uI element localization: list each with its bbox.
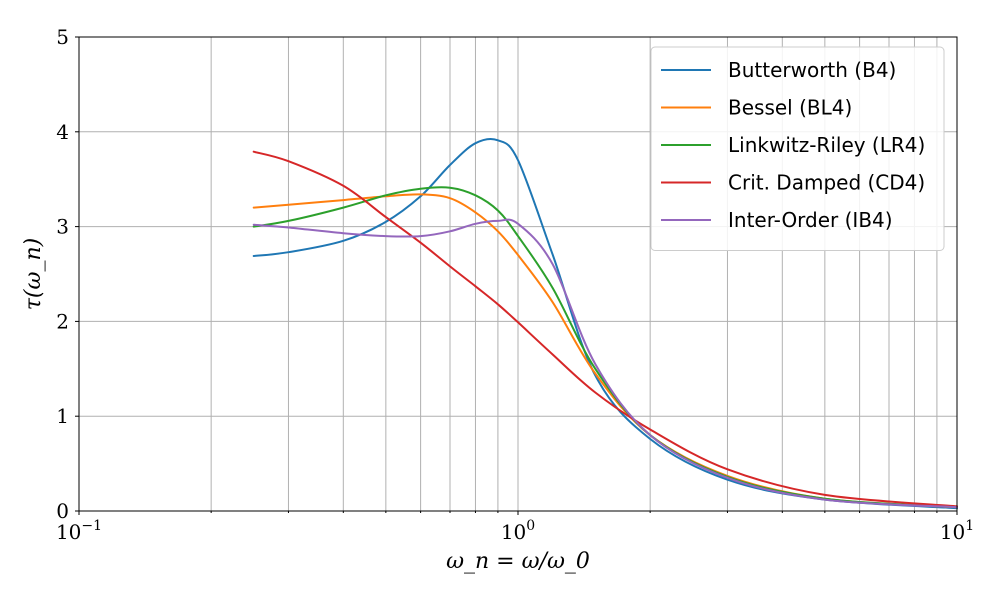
series-line-inter-order-ib4 [252, 218, 958, 509]
legend-label-butterworth-b4: Butterworth (B4) [728, 58, 896, 82]
y-tick-label: 2 [56, 309, 69, 333]
legend-box [650, 46, 945, 251]
y-tick-label: 4 [56, 120, 69, 144]
y-axis-label: τ(ω_n) [21, 238, 46, 310]
series-line-crit-damped-cd4 [252, 150, 958, 508]
legend-label-crit-damped-cd4: Crit. Damped (CD4) [728, 171, 925, 195]
x-tick-label: 10−1 [56, 518, 102, 544]
x-axis-label: ω_n = ω/ω_0 [446, 549, 590, 574]
x-tick-label: 101 [940, 518, 974, 544]
series-layer [252, 137, 958, 510]
legend-label-linkwitz-riley-lr4: Linkwitz-Riley (LR4) [728, 133, 925, 157]
y-tick-label: 5 [56, 25, 69, 49]
y-tick-label: 0 [56, 499, 69, 523]
x-tick-label: 100 [501, 518, 535, 544]
y-tick-label: 3 [56, 215, 69, 239]
legend-label-inter-order-ib4: Inter-Order (IB4) [728, 208, 893, 232]
y-tick-label: 1 [56, 404, 69, 428]
tick-layer: 0 1 2 3 4 5 10−1 100 101 [56, 25, 974, 544]
legend: Butterworth (B4) Bessel (BL4) Linkwitz-Ril… [650, 46, 945, 251]
series-line-butterworth-b4 [252, 137, 958, 510]
legend-label-bessel-bl4: Bessel (BL4) [728, 96, 852, 120]
